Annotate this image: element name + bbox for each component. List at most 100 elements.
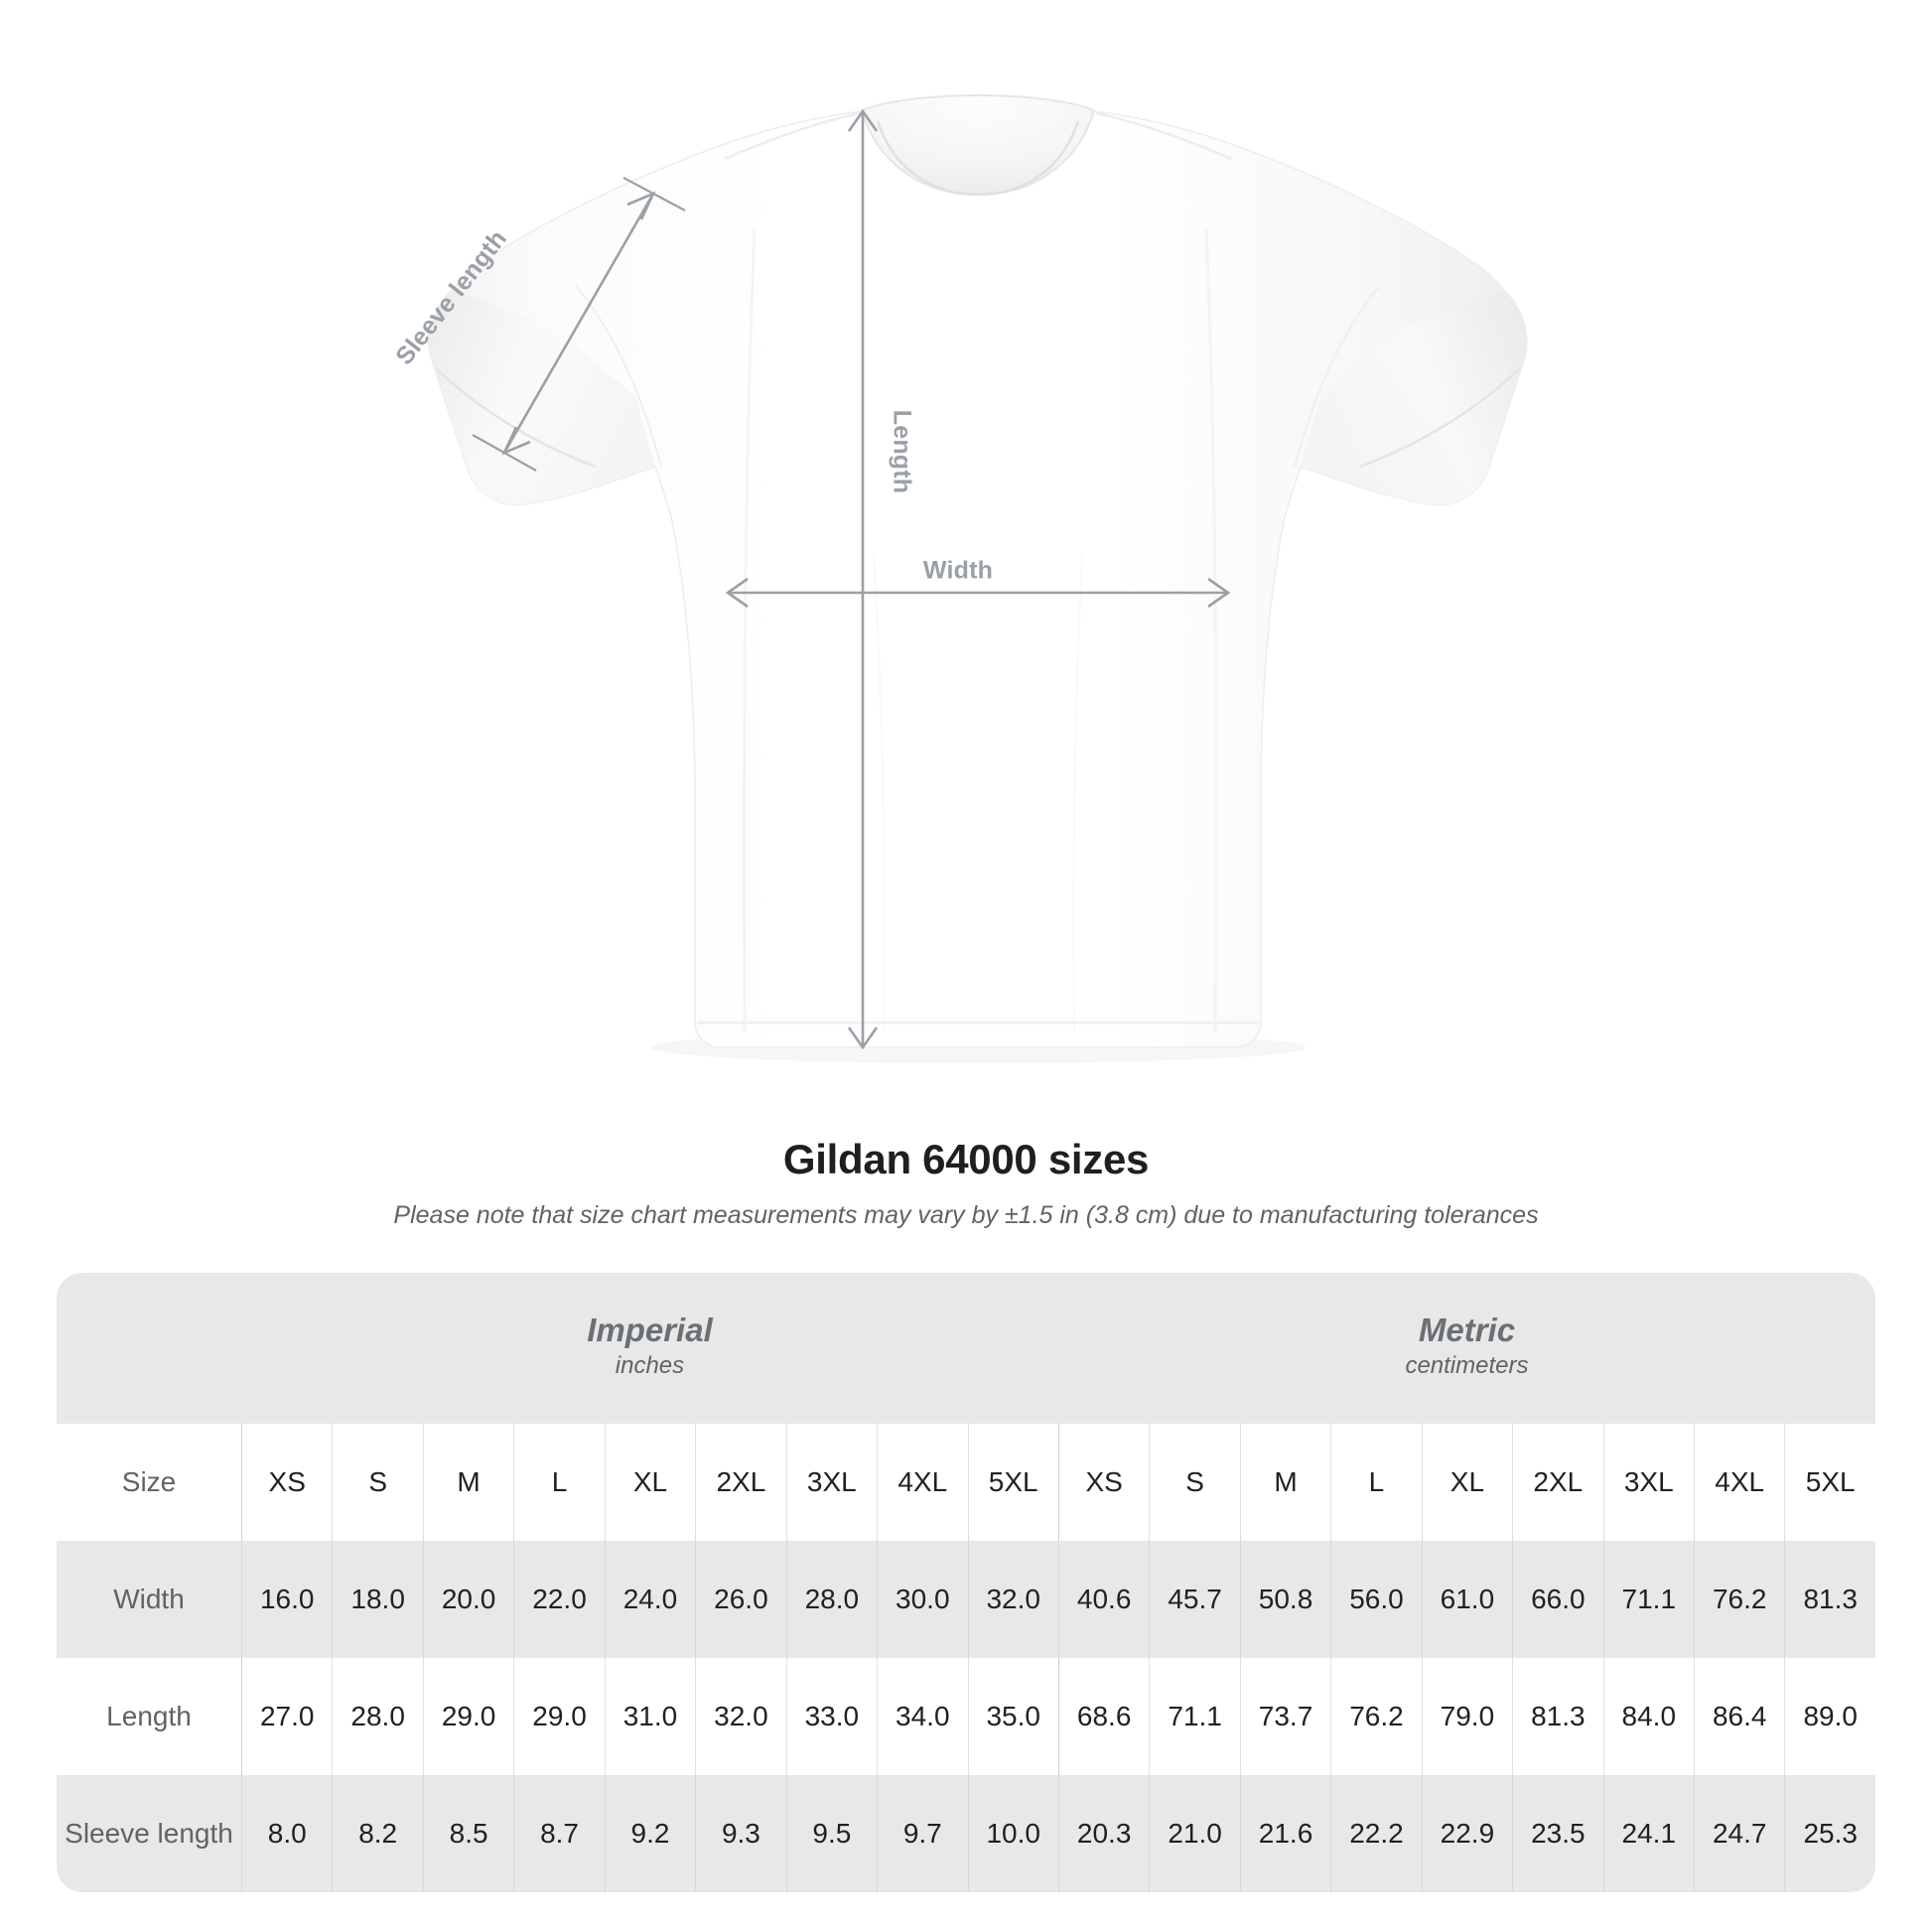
measurement-cell: 84.0 <box>1602 1658 1694 1775</box>
measurement-cell: 76.2 <box>1694 1541 1785 1658</box>
measurement-cell: 9.7 <box>877 1775 968 1892</box>
measurement-cell: 20.3 <box>1057 1775 1150 1892</box>
measurement-cell: 73.7 <box>1239 1658 1331 1775</box>
measurement-cell: 21.0 <box>1149 1775 1240 1892</box>
measurement-cell: 28.0 <box>332 1658 423 1775</box>
measurement-cell: 21.6 <box>1239 1775 1331 1892</box>
unit-name: Imperial <box>587 1311 713 1348</box>
size-table: Imperial inches Metric centimeters Size XS S M L… <box>57 1273 1875 1892</box>
table-row: Sleeve length 8.0 8.2 8.5 8.7 9.2 9.3 9.5 9.7 10.… <box>57 1775 1875 1892</box>
measurement-cell: 9.2 <box>604 1775 696 1892</box>
size-header-cell: XS <box>241 1424 333 1541</box>
measurement-cell: 81.3 <box>1512 1658 1603 1775</box>
table-row: Width 16.0 18.0 20.0 22.0 24.0 26.0 28.0 30.0 32.… <box>57 1541 1875 1658</box>
size-header-row: Size XS S M L XL 2XL 3XL 4XL 5XL XS S M L XL 2XL 3XL 4XL 5… <box>57 1424 1875 1541</box>
measurement-cell: 9.5 <box>785 1775 878 1892</box>
measurement-cell: 86.4 <box>1694 1658 1785 1775</box>
size-header-cell: 4XL <box>1694 1424 1785 1541</box>
measurement-cell: 40.6 <box>1057 1541 1150 1658</box>
measurement-cell: 23.5 <box>1512 1775 1603 1892</box>
measurement-cell: 8.5 <box>422 1775 514 1892</box>
measurement-cell: 32.0 <box>695 1658 786 1775</box>
row-header-length: Length <box>57 1658 241 1775</box>
unit-subtitle: centimeters <box>1405 1352 1529 1380</box>
table-row: Length 27.0 28.0 29.0 29.0 31.0 32.0 33.0 34.0 35… <box>57 1658 1875 1775</box>
size-header-cell: L <box>1330 1424 1422 1541</box>
unit-header-spacer <box>57 1273 241 1424</box>
measurement-cell: 10.0 <box>967 1775 1058 1892</box>
size-header-cell: S <box>1149 1424 1240 1541</box>
unit-header-row: Imperial inches Metric centimeters <box>57 1273 1875 1424</box>
size-header-cell: 2XL <box>695 1424 786 1541</box>
measurement-cell: 26.0 <box>695 1541 786 1658</box>
width-measure-arrow <box>725 577 1231 609</box>
measurement-cell: 24.1 <box>1602 1775 1694 1892</box>
measurement-cell: 8.2 <box>332 1775 423 1892</box>
tshirt-diagram: Sleeve length Length Width <box>390 93 1528 1050</box>
measurement-cell: 25.3 <box>1784 1775 1875 1892</box>
size-header-cell: 4XL <box>877 1424 968 1541</box>
measurement-cell: 22.2 <box>1330 1775 1422 1892</box>
shirt-body <box>428 93 1528 1048</box>
size-header-cell: S <box>332 1424 423 1541</box>
width-label: Width <box>922 556 994 585</box>
row-header-size: Size <box>57 1424 241 1541</box>
page-subtitle: Please note that size chart measurements… <box>393 1201 1539 1229</box>
measurement-cell: 29.0 <box>422 1658 514 1775</box>
measurement-cell: 16.0 <box>241 1541 333 1658</box>
measurement-cell: 34.0 <box>877 1658 968 1775</box>
measurement-cell: 30.0 <box>877 1541 968 1658</box>
size-header-cell: XS <box>1057 1424 1150 1541</box>
length-label: Length <box>888 409 916 494</box>
measurement-cell: 9.3 <box>695 1775 786 1892</box>
measurement-cell: 20.0 <box>422 1541 514 1658</box>
measurement-cell: 32.0 <box>967 1541 1058 1658</box>
unit-subtitle: inches <box>615 1352 685 1380</box>
measurement-cell: 8.7 <box>513 1775 605 1892</box>
measurement-cell: 76.2 <box>1330 1658 1422 1775</box>
measurement-cell: 22.9 <box>1421 1775 1513 1892</box>
measurement-cell: 68.6 <box>1057 1658 1150 1775</box>
measurement-cell: 79.0 <box>1421 1658 1513 1775</box>
measurement-cell: 8.0 <box>241 1775 333 1892</box>
unit-header-imperial: Imperial inches <box>241 1273 1058 1424</box>
sleeve-length-measure-arrow <box>472 177 686 472</box>
measurement-cell: 29.0 <box>513 1658 605 1775</box>
page-title: Gildan 64000 sizes <box>782 1136 1150 1182</box>
unit-name: Metric <box>1418 1311 1516 1348</box>
measurement-cell: 24.7 <box>1694 1775 1785 1892</box>
measurement-cell: 31.0 <box>604 1658 696 1775</box>
measurement-cell: 50.8 <box>1239 1541 1331 1658</box>
measurement-cell: 22.0 <box>513 1541 605 1658</box>
size-header-cell: 5XL <box>1784 1424 1875 1541</box>
measurement-cell: 71.1 <box>1149 1658 1240 1775</box>
size-header-cell: L <box>513 1424 605 1541</box>
measurement-cell: 45.7 <box>1149 1541 1240 1658</box>
measurement-cell: 89.0 <box>1784 1658 1875 1775</box>
measurement-cell: 28.0 <box>785 1541 878 1658</box>
measurement-cell: 56.0 <box>1330 1541 1422 1658</box>
measurement-cell: 81.3 <box>1784 1541 1875 1658</box>
size-header-cell: XL <box>1421 1424 1513 1541</box>
length-measure-arrow <box>847 108 879 1050</box>
measurement-cell: 35.0 <box>967 1658 1058 1775</box>
size-table-container: Imperial inches Metric centimeters Size XS S M L… <box>57 1273 1875 1892</box>
measurement-cell: 71.1 <box>1602 1541 1694 1658</box>
measurement-cell: 24.0 <box>604 1541 696 1658</box>
row-header-width: Width <box>57 1541 241 1658</box>
measurement-annotations <box>472 108 1231 1050</box>
unit-header-metric: Metric centimeters <box>1057 1273 1875 1424</box>
measurement-cell: 66.0 <box>1512 1541 1603 1658</box>
measurement-cell: 33.0 <box>785 1658 878 1775</box>
size-header-cell: M <box>1239 1424 1331 1541</box>
measurement-cell: 61.0 <box>1421 1541 1513 1658</box>
measurement-cell: 18.0 <box>332 1541 423 1658</box>
row-header-sleeve-length: Sleeve length <box>57 1775 241 1892</box>
measurement-cell: 27.0 <box>241 1658 333 1775</box>
size-header-cell: XL <box>604 1424 696 1541</box>
size-header-cell: 2XL <box>1512 1424 1603 1541</box>
tshirt-illustration <box>428 93 1528 1050</box>
size-header-cell: M <box>422 1424 514 1541</box>
size-header-cell: 5XL <box>967 1424 1058 1541</box>
